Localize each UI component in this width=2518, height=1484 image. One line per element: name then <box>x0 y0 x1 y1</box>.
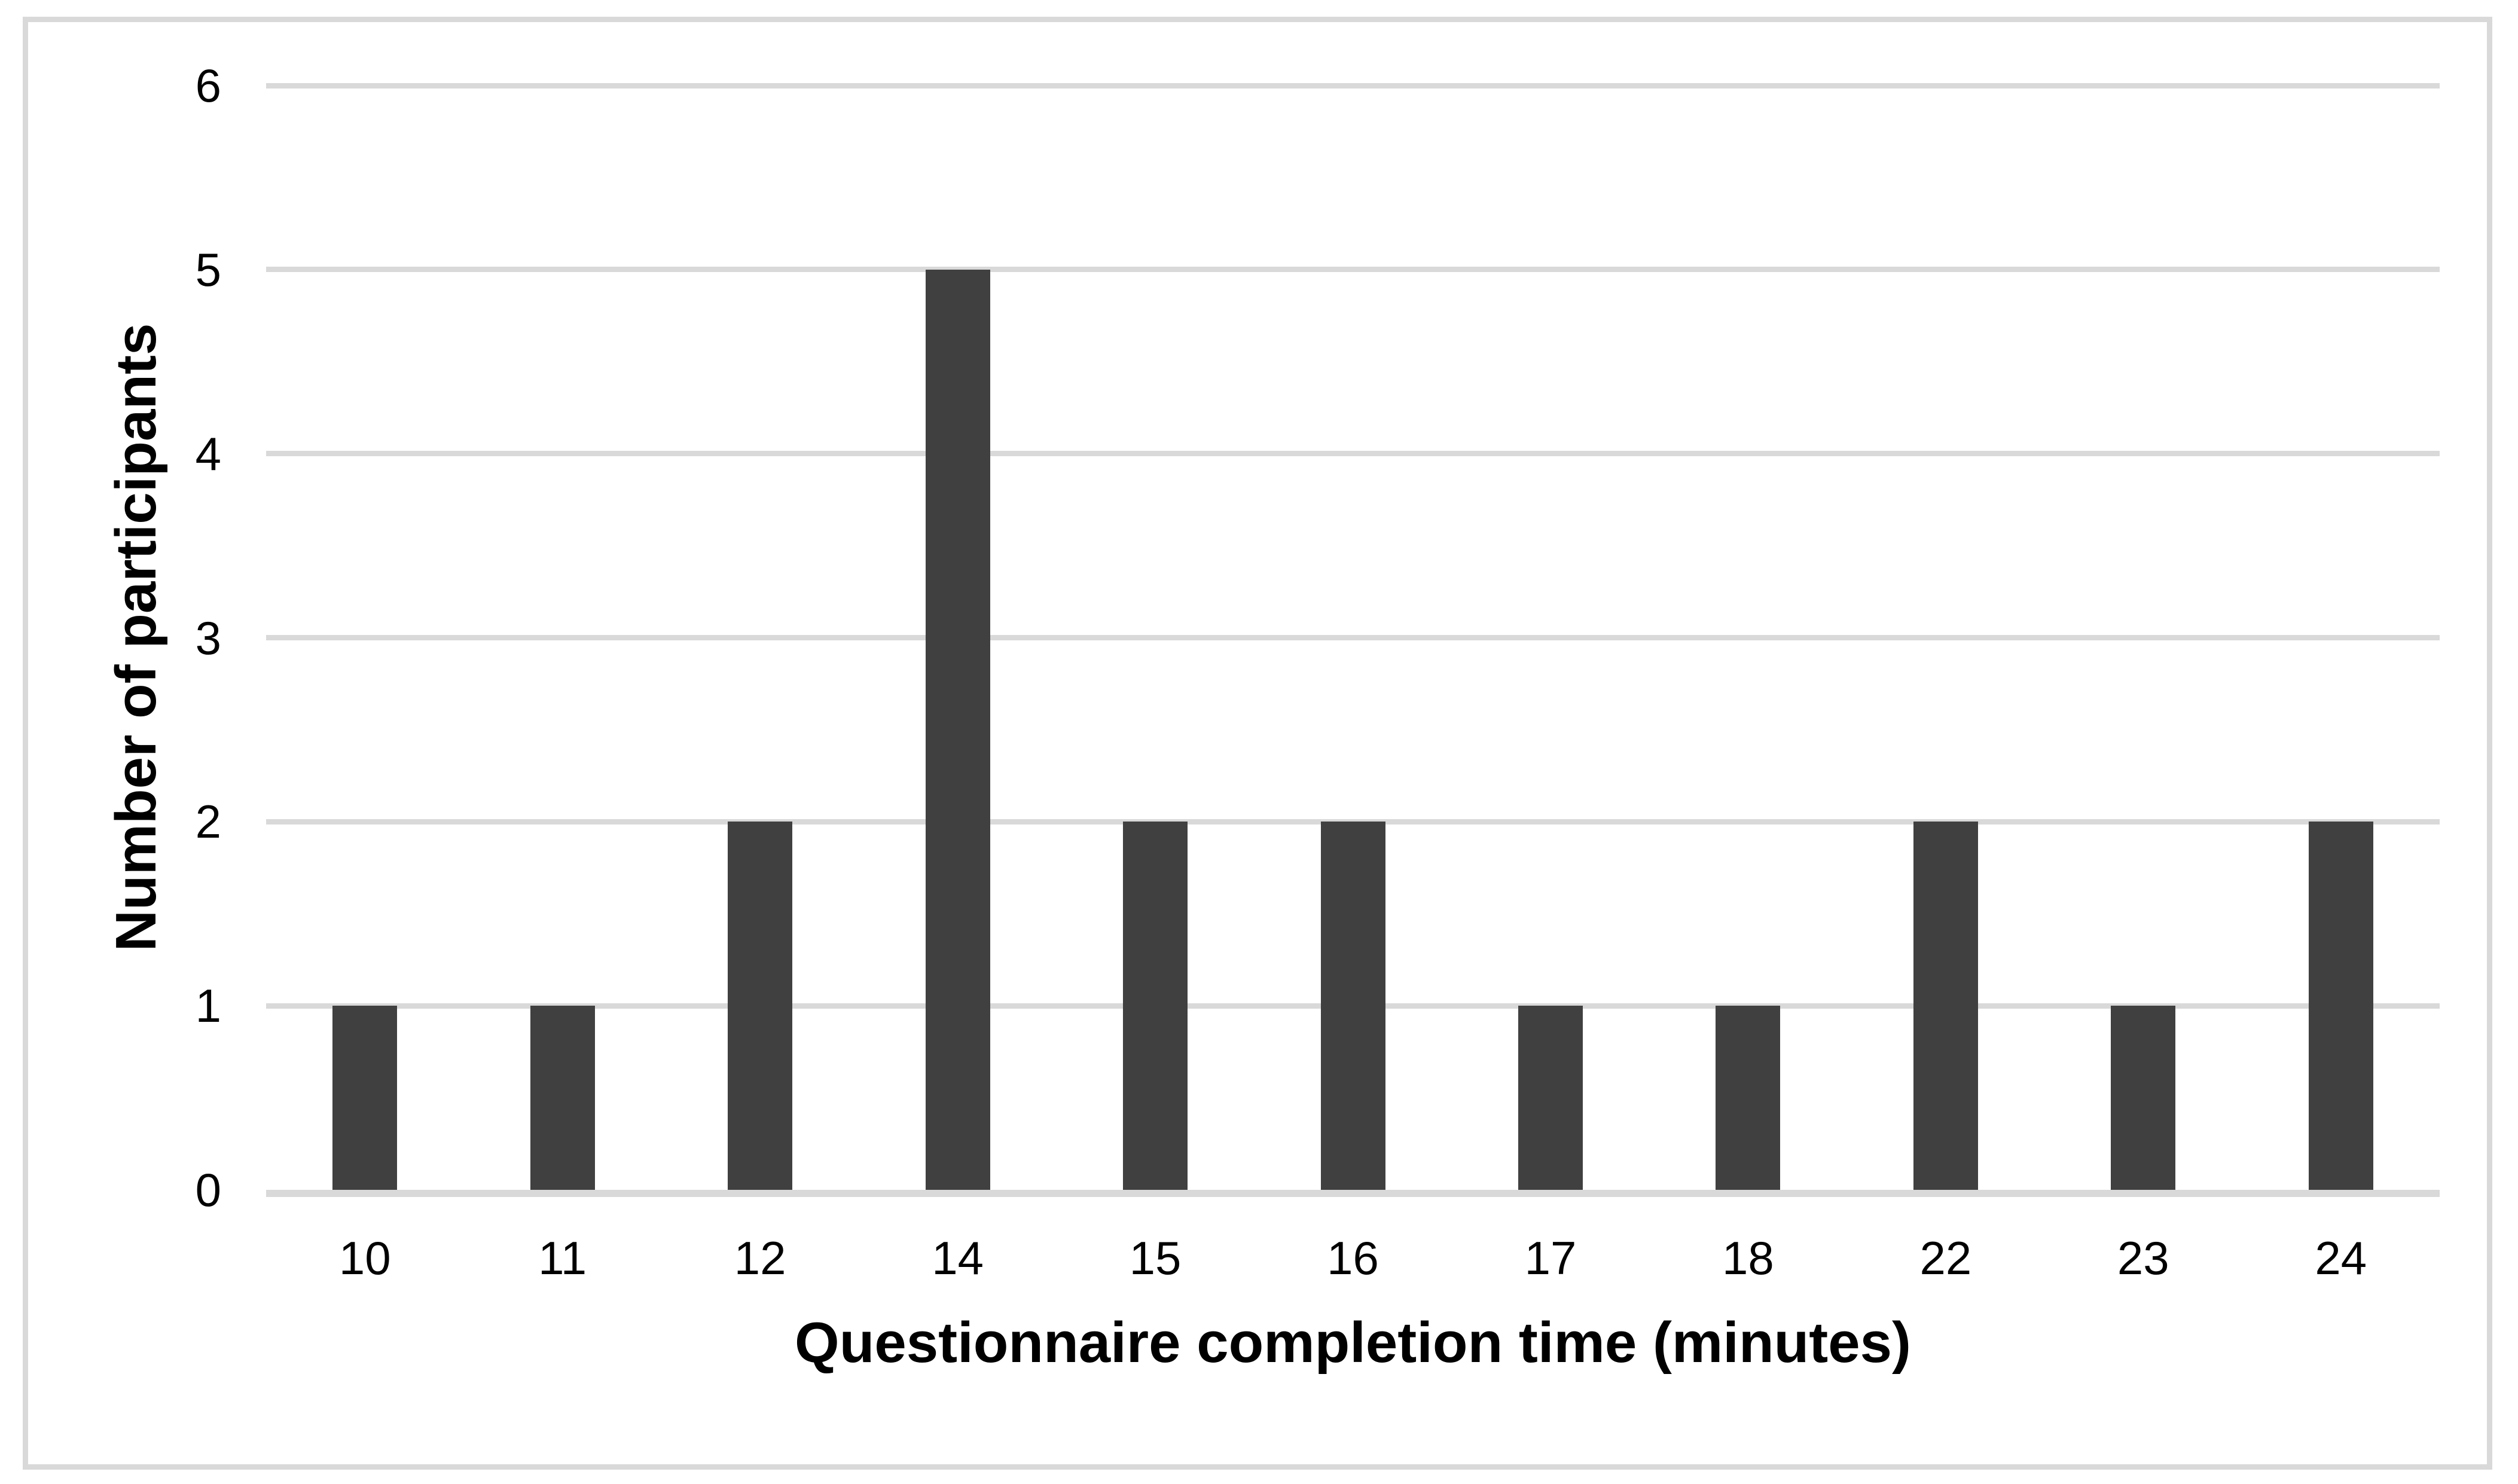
bar-16 <box>1320 822 1385 1190</box>
bar-11 <box>530 1006 595 1190</box>
x-axis-title: Questionnaire completion time (minutes) <box>795 1311 1911 1375</box>
figure-border <box>23 17 2492 1470</box>
x-tick-label: 10 <box>338 1232 391 1284</box>
bar-10 <box>332 1006 398 1190</box>
plot-area <box>266 83 2440 1197</box>
y-tick-label: 6 <box>195 59 221 112</box>
x-tick-label: 24 <box>2315 1232 2367 1284</box>
y-tick-label: 1 <box>195 979 221 1033</box>
bar-23 <box>2111 1006 2176 1190</box>
y-tick-label: 5 <box>195 243 221 296</box>
gridline-y-5 <box>266 267 2440 273</box>
gridline-y-2 <box>266 819 2440 825</box>
bar-24 <box>2308 822 2373 1190</box>
bar-18 <box>1716 1006 1781 1190</box>
y-tick-label: 3 <box>195 611 221 664</box>
bar-12 <box>728 822 793 1190</box>
y-tick-label: 2 <box>195 795 221 848</box>
x-tick-label: 23 <box>2117 1232 2169 1284</box>
gridline-y-6 <box>266 83 2440 88</box>
x-tick-label: 12 <box>734 1232 786 1284</box>
y-tick-label: 0 <box>195 1164 221 1216</box>
x-tick-label: 16 <box>1327 1232 1379 1284</box>
y-tick-label: 4 <box>195 427 221 480</box>
x-tick-label: 11 <box>538 1232 587 1284</box>
x-tick-label: 18 <box>1722 1232 1774 1284</box>
x-tick-label: 14 <box>932 1232 984 1284</box>
bar-22 <box>1913 822 1978 1190</box>
gridline-y-3 <box>266 635 2440 640</box>
x-tick-label: 22 <box>1919 1232 1972 1284</box>
bar-17 <box>1518 1006 1583 1190</box>
bar-15 <box>1123 822 1188 1190</box>
gridline-y-4 <box>266 451 2440 457</box>
bar-14 <box>925 269 990 1190</box>
x-tick-label: 15 <box>1129 1232 1182 1284</box>
x-axis-line <box>266 1190 2440 1197</box>
x-tick-label: 17 <box>1524 1232 1577 1284</box>
